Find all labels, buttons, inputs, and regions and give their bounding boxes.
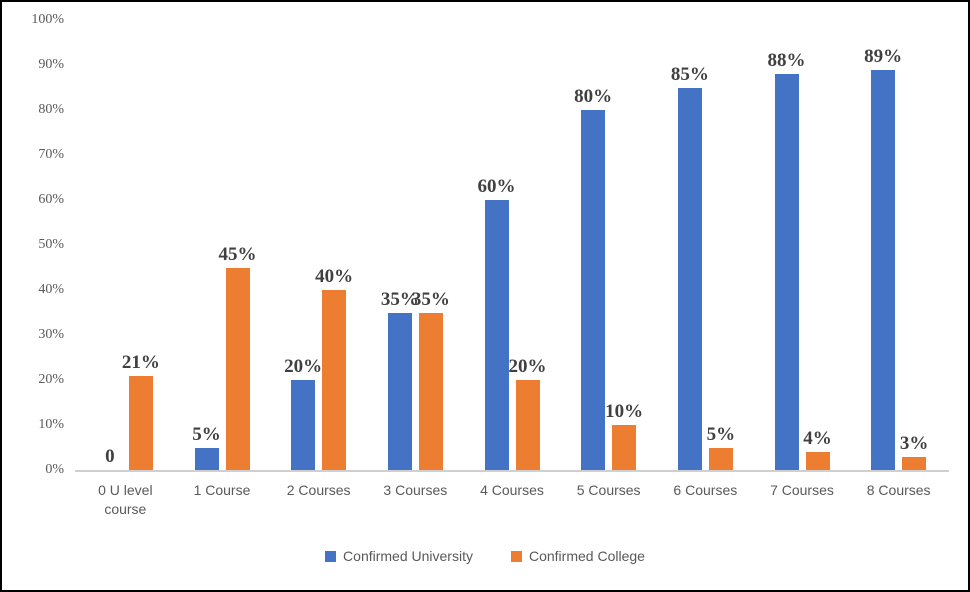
data-label: 40% — [315, 266, 354, 287]
data-label: 4% — [803, 428, 832, 449]
legend-item-confirmed-college: Confirmed College — [510, 548, 645, 564]
data-label: 10% — [605, 401, 644, 422]
bar-confirmed-university — [387, 312, 412, 470]
data-label: 20% — [508, 356, 547, 377]
y-axis-tick-label: 0% — [45, 462, 64, 477]
data-label: 80% — [574, 86, 613, 107]
bar-confirmed-university — [774, 74, 799, 470]
x-axis-category-label: 7 Courses — [770, 482, 834, 498]
x-axis-category-label: 3 Courses — [383, 482, 448, 498]
data-label: 5% — [706, 423, 736, 445]
y-axis-tick-label: 80% — [38, 102, 64, 117]
x-axis-category-label: 1 Course — [193, 482, 251, 498]
y-axis-tick-label: 60% — [38, 192, 64, 207]
y-axis-tick-label: 10% — [38, 417, 64, 432]
data-label: 0 — [105, 446, 115, 467]
legend-swatch-college — [510, 550, 522, 562]
x-axis-category-label: 4 Courses — [480, 482, 544, 498]
bar-confirmed-university — [291, 380, 316, 470]
x-axis-line — [75, 470, 949, 472]
data-label: 20% — [284, 356, 323, 377]
y-axis-tick-label: 20% — [38, 372, 64, 387]
data-label: 35% — [411, 288, 450, 310]
legend: Confirmed University Confirmed College — [2, 548, 968, 564]
data-label: 21% — [121, 351, 160, 373]
bar-confirmed-university — [194, 447, 219, 470]
data-label: 35% — [380, 288, 419, 310]
data-label: 89% — [864, 45, 903, 67]
bar-confirmed-university — [581, 110, 606, 470]
bar-confirmed-college — [612, 425, 637, 470]
legend-label-college: Confirmed College — [528, 548, 645, 564]
data-label: 88% — [767, 50, 806, 71]
data-label: 3% — [899, 432, 929, 454]
y-axis-tick-label: 90% — [38, 57, 64, 72]
bar-confirmed-college — [128, 375, 153, 470]
x-axis-labels: 0 U level course 1 Course 2 Courses 3 Cours… — [77, 481, 947, 527]
x-axis-category-label: 2 Courses — [286, 482, 351, 498]
bar-confirmed-college — [418, 312, 443, 470]
plot-area: 0 21% 5% 45% 20% 40% 35% 35% 60% 20% 80% 10% 85% 5% 88… — [77, 20, 947, 470]
bar-confirmed-university — [484, 200, 509, 470]
y-axis-tick-label: 70% — [38, 147, 64, 162]
y-axis-tick-label: 50% — [38, 237, 64, 252]
bar-confirmed-college — [515, 380, 540, 470]
y-axis-tick-label: 30% — [38, 327, 64, 342]
y-axis-tick-label: 100% — [31, 12, 64, 27]
bar-confirmed-college — [225, 267, 250, 470]
data-label: 85% — [670, 63, 709, 85]
bar-confirmed-college — [322, 290, 347, 470]
y-axis: 0% 10% 20% 30% 40% 50% 60% 70% 80% 90% 100% — [2, 12, 64, 477]
y-axis-tick-label: 40% — [38, 282, 64, 297]
bar-confirmed-college — [902, 456, 927, 470]
x-axis-category-label: 6 Courses — [673, 482, 738, 498]
legend-item-confirmed-university: Confirmed University — [325, 548, 473, 564]
bar-confirmed-college — [805, 452, 830, 470]
data-label: 60% — [477, 176, 516, 197]
x-axis-category-label: 0 U level course — [98, 482, 153, 517]
bar-confirmed-university — [677, 87, 702, 470]
x-axis-category-label: 8 Courses — [866, 482, 931, 498]
legend-swatch-university — [325, 550, 337, 562]
bar-confirmed-university — [871, 69, 896, 470]
bar-confirmed-college — [708, 447, 733, 470]
x-axis-category-label: 5 Courses — [576, 482, 641, 498]
legend-label-university: Confirmed University — [343, 548, 473, 564]
data-label: 5% — [192, 423, 221, 445]
data-label: 45% — [218, 243, 257, 265]
